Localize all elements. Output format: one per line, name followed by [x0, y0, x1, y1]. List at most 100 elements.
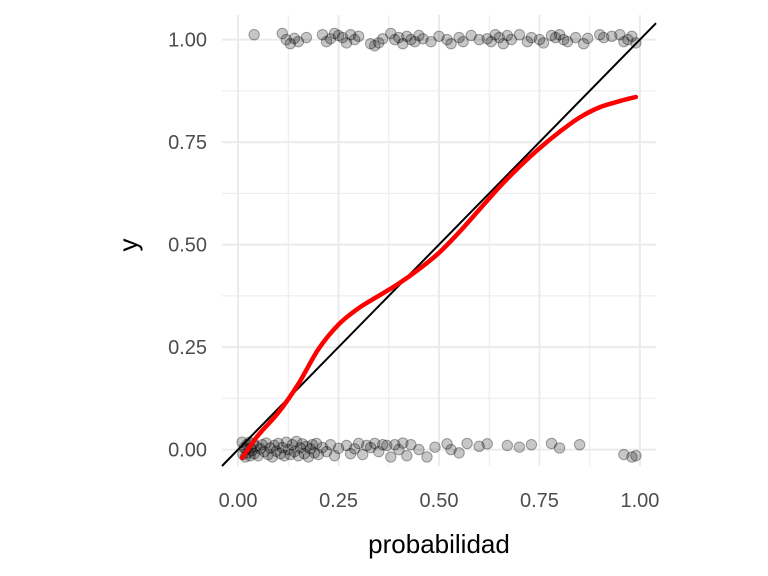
data-point [549, 31, 562, 44]
data-point [598, 31, 610, 44]
data-point [493, 31, 505, 44]
data-point [525, 438, 538, 451]
data-point [258, 445, 270, 458]
data-point [553, 28, 566, 41]
data-point [453, 31, 465, 44]
data-point [352, 30, 365, 43]
data-point [513, 28, 526, 41]
data-point [256, 438, 268, 451]
data-point [594, 28, 606, 41]
data-point [630, 450, 642, 462]
data-point [481, 33, 493, 45]
data-point [489, 28, 501, 41]
data-point [401, 450, 413, 462]
data-point [254, 443, 266, 455]
data-point [389, 438, 401, 451]
data-point [248, 28, 260, 41]
data-point [236, 436, 248, 448]
data-point [340, 37, 353, 49]
data-point [266, 451, 278, 463]
data-point [618, 35, 630, 48]
data-point [425, 35, 437, 48]
data-point [401, 30, 413, 43]
data-point [328, 450, 341, 462]
data-point [364, 441, 377, 454]
data-point [429, 441, 441, 453]
data-point [364, 38, 377, 50]
data-point [626, 451, 638, 463]
data-point [264, 442, 276, 454]
data-point [290, 435, 303, 448]
data-point [473, 440, 485, 453]
data-point [505, 33, 518, 46]
data-point [497, 38, 509, 50]
data-point [521, 35, 534, 48]
data-point [397, 38, 409, 50]
data-point [618, 448, 630, 461]
data-point [433, 30, 445, 43]
data-point [320, 445, 333, 458]
data-point [276, 441, 288, 454]
smooth-fit-line [239, 94, 639, 461]
data-point [316, 28, 329, 41]
data-point [280, 436, 292, 448]
data-point [421, 451, 433, 463]
data-point [260, 437, 272, 449]
data-point [262, 448, 274, 461]
data-point [413, 29, 425, 42]
data-point [336, 31, 349, 44]
data-point [252, 450, 264, 462]
data-point [300, 440, 313, 453]
data-point [393, 31, 405, 44]
data-point [248, 448, 260, 460]
y-tick-label: 0.00 [168, 440, 207, 462]
data-point [332, 29, 345, 42]
data-point [581, 32, 594, 45]
x-axis-title: probabilidad [368, 529, 510, 559]
data-point [306, 438, 319, 451]
x-tick-label: 0.50 [420, 490, 459, 512]
data-point [622, 33, 634, 46]
x-tick-label: 0.00 [219, 490, 258, 512]
data-point [278, 450, 290, 462]
data-point [352, 437, 365, 450]
data-point [373, 445, 385, 458]
y-axis-ticks: 0.00 0.25 0.50 0.75 1.00 [168, 30, 207, 462]
data-point [369, 437, 381, 450]
data-point [413, 443, 425, 456]
data-point [397, 437, 409, 449]
data-point [310, 437, 323, 450]
x-axis-ticks: 0.00 0.25 0.50 0.75 1.00 [219, 490, 660, 512]
data-point [304, 443, 317, 455]
data-point [373, 37, 385, 49]
data-point [405, 33, 417, 46]
data-point [286, 438, 299, 451]
data-point [513, 441, 526, 453]
data-point [356, 448, 369, 461]
data-point [284, 448, 297, 461]
data-point [274, 448, 286, 460]
data-point [385, 451, 397, 463]
x-tick-label: 1.00 [620, 490, 659, 512]
data-point [344, 28, 357, 41]
data-point [525, 31, 538, 44]
data-point [393, 443, 405, 456]
data-point [282, 443, 295, 456]
data-point [360, 439, 373, 452]
data-point [569, 31, 582, 44]
data-point [453, 447, 465, 459]
data-point [302, 451, 315, 463]
y-tick-label: 1.00 [168, 30, 207, 52]
y-axis-title: y [113, 239, 143, 252]
data-point [369, 40, 381, 52]
data-point [312, 448, 325, 461]
data-point [606, 30, 618, 43]
y-tick-label: 0.25 [168, 337, 207, 359]
data-point [485, 35, 497, 48]
data-point [284, 38, 297, 50]
x-tick-label: 0.25 [319, 490, 358, 512]
data-point [300, 31, 313, 44]
data-point [276, 27, 288, 40]
data-point [328, 27, 341, 40]
data-point [441, 438, 453, 450]
